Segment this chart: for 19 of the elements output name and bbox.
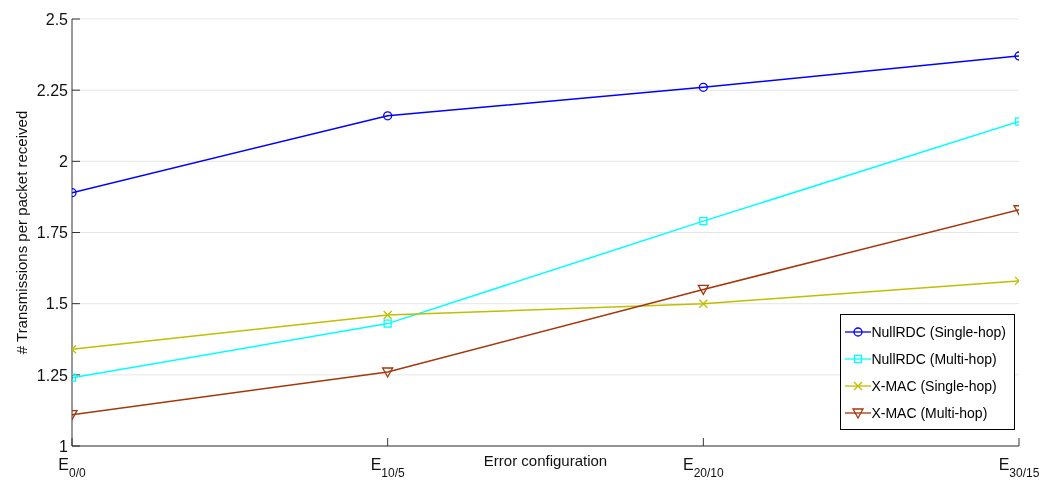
legend-label: NullRDC (Single-hop) [871, 323, 1006, 340]
x-tick-label: E$_{0/0}$ [58, 456, 86, 480]
x-tick-label: E$_{20/10}$ [682, 456, 725, 480]
x-axis-title: Error configuration [483, 452, 608, 469]
y-tick-label: 2.5 [45, 10, 69, 28]
y-tick-label: 1.5 [45, 295, 69, 313]
point [699, 216, 708, 226]
x-tick-label: E$_{30/15}$ [998, 456, 1040, 480]
y-axis-title: # Transmissions per packet received [13, 110, 31, 355]
legend-label: NullRDC (Multi-hop) [871, 350, 997, 367]
legend-label: X-MAC (Single-hop) [871, 377, 997, 394]
y-tick-label: 1 [59, 437, 69, 455]
x-tick-label: E$_{10/5}$ [370, 456, 405, 480]
legend-label: X-MAC (Multi-hop) [871, 404, 988, 421]
y-tick-label: 1.25 [36, 366, 69, 384]
y-tick-label: 2.25 [36, 81, 69, 99]
y-tick-label: 1.75 [36, 224, 69, 242]
y-tick-label: 2 [59, 153, 69, 171]
point [383, 319, 392, 328]
